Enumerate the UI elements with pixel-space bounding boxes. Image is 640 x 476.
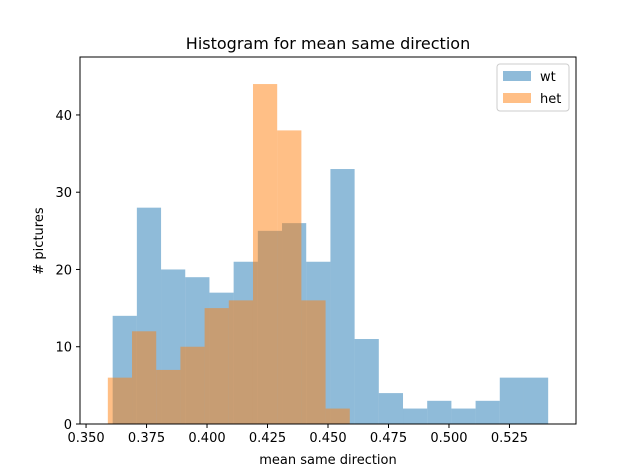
bar-wt-15 [476, 401, 500, 424]
bar-het-7 [277, 130, 301, 424]
bar-het-0 [108, 378, 132, 424]
x-tick-label: 0.350 [67, 431, 104, 446]
legend-label-het: het [540, 92, 561, 107]
bar-het-8 [301, 300, 325, 424]
y-tick-label: 30 [55, 186, 72, 201]
x-tick-label: 0.425 [249, 431, 286, 446]
bar-het-6 [253, 84, 277, 424]
x-tick-label: 0.475 [370, 431, 407, 446]
legend-label-wt: wt [540, 70, 556, 85]
bar-wt-10 [355, 339, 379, 424]
bar-wt-13 [427, 401, 451, 424]
y-axis-label: # pictures [32, 207, 47, 274]
x-tick-label: 0.400 [188, 431, 225, 446]
legend-swatch-wt [503, 71, 531, 81]
bar-wt-17 [524, 378, 548, 424]
bar-wt-14 [451, 409, 475, 424]
x-tick-label: 0.450 [309, 431, 346, 446]
x-axis-label: mean same direction [259, 453, 397, 468]
bar-het-2 [156, 370, 180, 424]
x-tick-label: 0.500 [430, 431, 467, 446]
y-tick-label: 10 [55, 341, 72, 356]
bar-wt-16 [500, 378, 524, 424]
y-tick-label: 20 [55, 263, 72, 278]
x-tick-label: 0.525 [491, 431, 528, 446]
legend: wt het [497, 64, 569, 111]
chart-title: Histogram for mean same direction [186, 34, 470, 53]
bar-het-9 [326, 409, 350, 424]
legend-swatch-het [503, 93, 531, 103]
bar-wt-11 [379, 393, 403, 424]
y-tick-label: 40 [55, 109, 72, 124]
x-tick-label: 0.375 [128, 431, 165, 446]
bar-het-1 [132, 331, 156, 424]
bar-het-4 [205, 308, 229, 424]
bar-wt-9 [330, 169, 354, 424]
y-tick-label: 0 [64, 418, 72, 433]
bar-wt-12 [403, 409, 427, 424]
bar-het-3 [180, 347, 204, 424]
bar-het-5 [229, 300, 253, 424]
